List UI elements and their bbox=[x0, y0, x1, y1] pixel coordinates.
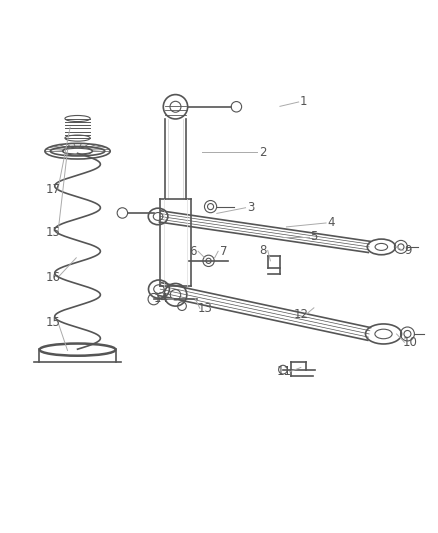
Text: 10: 10 bbox=[402, 336, 417, 349]
Text: 14: 14 bbox=[154, 292, 169, 305]
Text: 13: 13 bbox=[198, 302, 212, 315]
Text: 3: 3 bbox=[247, 201, 254, 214]
Text: 12: 12 bbox=[293, 308, 308, 321]
Text: 8: 8 bbox=[259, 244, 266, 257]
Text: 15: 15 bbox=[45, 226, 60, 239]
Text: 15: 15 bbox=[45, 316, 60, 329]
Text: 17: 17 bbox=[45, 182, 60, 196]
Text: 11: 11 bbox=[277, 365, 292, 378]
Text: 6: 6 bbox=[189, 245, 197, 258]
Text: 7: 7 bbox=[219, 245, 227, 258]
Text: 9: 9 bbox=[405, 244, 412, 257]
Text: 2: 2 bbox=[259, 146, 266, 159]
Text: 16: 16 bbox=[45, 271, 60, 284]
Text: 5: 5 bbox=[310, 230, 318, 244]
Text: 4: 4 bbox=[328, 216, 335, 230]
Text: 1: 1 bbox=[300, 95, 307, 109]
